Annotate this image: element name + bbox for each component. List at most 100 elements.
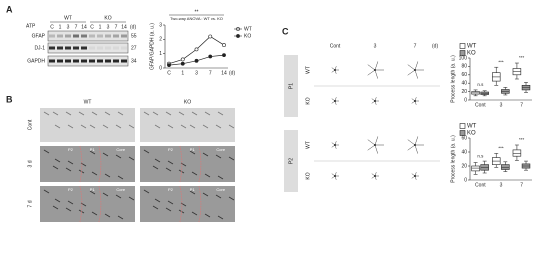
group-label: P2 bbox=[288, 158, 294, 164]
cell-process bbox=[191, 171, 198, 176]
y-tick-label: 100 bbox=[459, 55, 468, 61]
column-unit: (d) bbox=[432, 43, 438, 49]
blot-strip bbox=[47, 42, 129, 54]
cell-process bbox=[167, 160, 174, 165]
soma bbox=[374, 144, 376, 146]
cell-process bbox=[91, 171, 98, 176]
cell-process bbox=[78, 111, 85, 116]
region-label: P2 bbox=[168, 147, 174, 152]
astrocyte bbox=[374, 61, 379, 71]
boundary bbox=[79, 145, 83, 183]
point bbox=[180, 57, 185, 62]
row-label: 3 d bbox=[27, 160, 33, 167]
cell-process bbox=[128, 156, 135, 161]
cell-process bbox=[167, 124, 174, 129]
soma bbox=[334, 69, 336, 71]
cell-process bbox=[43, 189, 50, 194]
blot-marker: 34 bbox=[131, 58, 137, 64]
region-label: P1 bbox=[190, 147, 196, 152]
astrocyte bbox=[407, 144, 416, 151]
significance: *** bbox=[519, 137, 525, 142]
blot-band bbox=[57, 46, 63, 50]
blot-band bbox=[121, 46, 127, 50]
cell-process bbox=[117, 111, 124, 116]
cell-process bbox=[65, 111, 72, 116]
blot-band bbox=[65, 46, 71, 50]
blot-strip bbox=[47, 55, 129, 67]
legend-label: WT bbox=[467, 124, 477, 130]
blot-group: WT bbox=[64, 15, 72, 21]
column-label: WT bbox=[84, 99, 92, 105]
region-label: Core bbox=[216, 147, 225, 152]
blot-band bbox=[49, 46, 55, 50]
panel-label: A bbox=[6, 4, 13, 14]
significance: ** bbox=[195, 9, 199, 15]
y-tick-label: 20 bbox=[461, 163, 467, 169]
y-tick-label: 20 bbox=[461, 89, 467, 95]
micrograph bbox=[140, 186, 235, 222]
legend-swatch bbox=[459, 123, 466, 129]
y-tick-label: 2 bbox=[159, 37, 162, 43]
blot-marker: 27 bbox=[131, 45, 137, 51]
soma bbox=[374, 100, 376, 102]
astrocyte bbox=[374, 144, 378, 154]
cell-process bbox=[104, 111, 111, 116]
row-label: KO bbox=[305, 97, 311, 104]
x-tick-label: 1 bbox=[181, 70, 184, 76]
blot-band bbox=[73, 34, 79, 38]
cell-process bbox=[54, 158, 61, 163]
lane-label: 14 bbox=[121, 24, 127, 30]
astrocyte bbox=[407, 64, 416, 71]
column-label: Cont bbox=[330, 43, 341, 49]
y-tick-label: 40 bbox=[461, 149, 467, 155]
cell-process bbox=[54, 198, 61, 203]
box bbox=[471, 165, 480, 172]
legend-label: KO bbox=[244, 33, 251, 39]
cell-process bbox=[52, 165, 59, 170]
lane-label: 1 bbox=[59, 24, 62, 30]
cell-process bbox=[117, 215, 124, 220]
legend-label: KO bbox=[467, 51, 476, 57]
point bbox=[194, 58, 199, 63]
blot-band bbox=[97, 59, 103, 63]
row-label: WT bbox=[305, 66, 311, 74]
blot-band bbox=[105, 46, 111, 50]
region-label: Core bbox=[116, 147, 125, 152]
blot-row-label: GFAP bbox=[32, 33, 46, 39]
boundary bbox=[198, 145, 202, 183]
y-label: GFAP/GAPDH (a. u.) bbox=[149, 23, 155, 70]
cell-process bbox=[65, 207, 72, 212]
blot-band bbox=[49, 34, 55, 38]
y-tick-label: 60 bbox=[461, 72, 467, 78]
group-tab bbox=[284, 55, 298, 117]
cell-process bbox=[67, 160, 74, 165]
astrocyte bbox=[414, 136, 419, 146]
x-tick-label: 7 bbox=[520, 182, 523, 188]
blot-band bbox=[81, 46, 87, 50]
y-tick-label: 60 bbox=[461, 135, 467, 141]
cell-process bbox=[67, 200, 74, 205]
x-tick-label: Cont bbox=[475, 182, 486, 188]
soma bbox=[414, 100, 416, 102]
lane-label: 7 bbox=[75, 24, 78, 30]
x-tick-label: 7 bbox=[209, 70, 212, 76]
blot-band bbox=[105, 34, 111, 38]
y-label: Process length (a. u.) bbox=[450, 135, 456, 183]
x-tick-label: C bbox=[167, 70, 171, 76]
significance: n.s bbox=[477, 153, 484, 158]
soma bbox=[414, 175, 416, 177]
cell-process bbox=[104, 173, 111, 178]
region-label: P1 bbox=[190, 187, 196, 192]
significance: *** bbox=[519, 55, 525, 60]
point bbox=[208, 54, 213, 59]
column-label: 7 bbox=[414, 43, 417, 49]
soma bbox=[414, 144, 416, 146]
y-tick-label: 40 bbox=[461, 81, 467, 87]
y-tick-label: 0 bbox=[159, 65, 162, 71]
blot-band bbox=[73, 59, 79, 63]
cell-process bbox=[154, 198, 161, 203]
x-tick-label: Cont bbox=[475, 102, 486, 108]
cell-process bbox=[115, 124, 122, 129]
micrograph bbox=[40, 186, 135, 222]
blot-group: KO bbox=[104, 15, 111, 21]
